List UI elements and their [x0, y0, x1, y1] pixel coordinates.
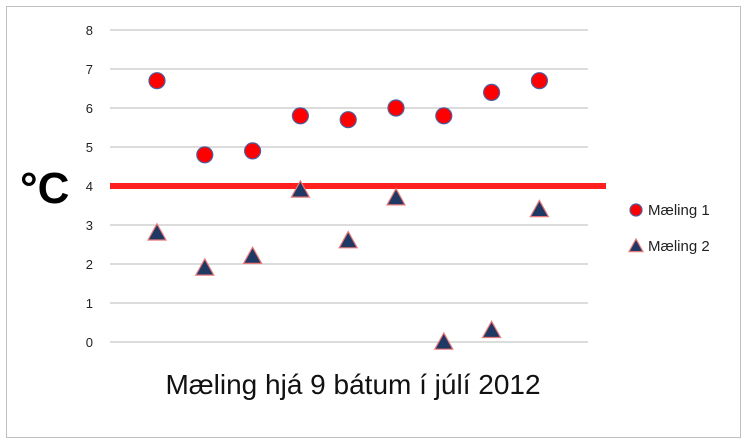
y-tick-label: 2 [86, 257, 93, 272]
point-maeling-1 [388, 100, 404, 116]
y-tick-label: 4 [86, 179, 93, 194]
point-maeling-2 [530, 200, 548, 216]
point-maeling-1 [436, 108, 452, 124]
y-tick-label: 5 [86, 140, 93, 155]
point-maeling-2 [148, 224, 166, 240]
legend-label: Mæling 1 [648, 202, 710, 219]
y-tick-label: 6 [86, 101, 93, 116]
point-maeling-2 [387, 189, 405, 205]
point-maeling-2 [196, 259, 214, 275]
legend-label: Mæling 2 [648, 238, 710, 255]
legend: Mæling 1 Mæling 2 [629, 202, 710, 255]
data-marks [148, 73, 548, 350]
point-maeling-1 [245, 143, 261, 159]
point-maeling-1 [484, 84, 500, 100]
y-tick-label: 8 [86, 23, 93, 38]
legend-marker-circle-icon [630, 204, 642, 216]
legend-marker-triangle-icon [629, 239, 643, 252]
point-maeling-1 [340, 112, 356, 128]
y-tick-label: 1 [86, 296, 93, 311]
point-maeling-1 [292, 108, 308, 124]
y-tick-labels: 0 1 2 3 4 5 6 7 8 [86, 23, 93, 350]
point-maeling-2 [339, 232, 357, 248]
point-maeling-2 [483, 321, 501, 337]
y-axis-title: °C [20, 164, 69, 213]
point-maeling-2 [244, 247, 262, 263]
x-axis-title: Mæling hjá 9 bátum í júlí 2012 [165, 369, 540, 400]
y-tick-label: 7 [86, 62, 93, 77]
y-tick-label: 3 [86, 218, 93, 233]
point-maeling-1 [149, 73, 165, 89]
y-tick-label: 0 [86, 335, 93, 350]
point-maeling-1 [531, 73, 547, 89]
point-maeling-2 [435, 333, 453, 349]
point-maeling-1 [197, 147, 213, 163]
